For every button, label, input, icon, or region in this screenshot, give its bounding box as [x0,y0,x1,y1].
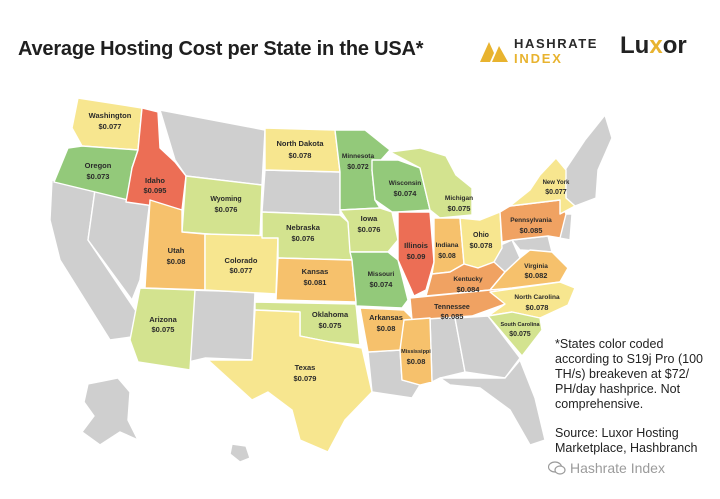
label-kentucky-name: Kentucky [453,276,483,283]
label-colorado-cost: $0.077 [230,266,253,275]
label-idaho-cost: $0.095 [144,186,167,195]
label-indiana-cost: $0.08 [438,253,456,260]
label-kentucky-cost: $0.084 [457,285,481,294]
state-illinois [397,211,435,297]
watermark-text: Hashrate Index [570,460,665,476]
state-south-carolina [487,311,543,357]
hashrate-logo-text-line1: HASHRATE [514,36,599,51]
label-texas-name: Texas [295,363,316,372]
state-south-dakota [261,169,341,216]
hashrate-index-logo: HASHRATE INDEX [480,36,598,68]
label-oklahoma-cost: $0.075 [319,321,342,330]
label-nebraska-name: Nebraska [286,223,321,232]
label-kansas-cost: $0.081 [304,278,327,287]
label-oklahoma-name: Oklahoma [312,310,349,319]
watermark: Hashrate Index [548,460,665,476]
label-michigan-cost: $0.075 [448,204,471,213]
label-oregon-name: Oregon [85,161,112,170]
label-arizona-name: Arizona [149,315,177,324]
label-virginia-cost: $0.082 [525,271,548,280]
state-new-mexico [187,289,256,363]
state-arizona [129,287,196,371]
label-minnesota-name: Minnesota [342,153,375,160]
state-idaho [125,107,187,211]
label-iowa-cost: $0.076 [358,225,381,234]
page-title: Average Hosting Cost per State in the US… [18,38,424,60]
state-new-england [564,114,613,207]
label-wyoming-cost: $0.076 [215,205,238,214]
label-arkansas-name: Arkansas [369,313,403,322]
label-north-carolina-cost: $0.078 [526,303,549,312]
label-tennessee-name: Tennessee [434,304,470,311]
label-missouri-cost: $0.074 [370,280,394,289]
label-tennessee-cost: $0.085 [441,312,464,321]
label-washington-cost: $0.077 [99,122,122,131]
footnote: *States color coded according to S19j Pr… [555,337,715,470]
state-alaska [81,377,139,446]
label-arizona-cost: $0.075 [152,325,175,334]
label-north-dakota-cost: $0.078 [289,151,312,160]
label-utah-cost: $0.08 [167,257,186,266]
label-mississippi-cost: $0.08 [407,357,426,366]
label-utah-name: Utah [168,246,185,255]
label-kansas-name: Kansas [302,267,329,276]
state-mississippi [399,317,433,386]
label-new-york-cost: $0.077 [545,189,567,196]
label-illinois-cost: $0.09 [407,252,426,261]
label-wyoming-name: Wyoming [210,196,241,203]
label-washington-name: Washington [89,111,132,120]
wechat-icon [548,461,566,475]
label-ohio-cost: $0.078 [470,241,493,250]
state-north-dakota [264,127,341,173]
label-south-carolina-cost: $0.075 [509,331,531,338]
state-virginia [489,249,569,291]
label-arkansas-cost: $0.08 [377,324,396,333]
label-wisconsin-cost: $0.074 [394,189,418,198]
label-minnesota-cost: $0.072 [347,164,369,171]
label-illinois-name: Illinois [404,241,428,250]
label-indiana-name: Indiana [436,242,459,249]
label-texas-cost: $0.079 [294,374,317,383]
state-hawaii [229,443,251,463]
source-note: Source: Luxor Hosting Marketplace, Hashb… [555,426,698,455]
state-texas [207,309,373,453]
state-ohio [459,211,503,269]
state-missouri [349,251,409,309]
state-new-york [509,157,576,215]
label-new-york-name: New York [543,180,570,186]
label-virginia-name: Virginia [524,263,548,270]
label-north-carolina-name: North Carolina [514,294,560,301]
label-pennsylvania-name: Pennsylvania [510,217,552,224]
state-iowa [339,207,399,253]
label-iowa-name: Iowa [361,214,378,223]
color-coding-note: *States color coded according to S19j Pr… [555,337,704,411]
label-idaho-name: Idaho [145,176,165,185]
label-ohio-name: Ohio [473,232,489,239]
label-michigan-name: Michigan [445,195,473,202]
label-south-carolina-name: South Carolina [500,322,540,328]
hashrate-logo-text-line2: INDEX [514,51,563,66]
label-nebraska-cost: $0.076 [292,234,315,243]
luxor-logo: Luxor [620,32,687,59]
label-mississippi-name: Mississippi [401,349,431,355]
label-missouri-name: Missouri [368,271,395,278]
state-florida [439,359,546,446]
state-michigan [389,147,473,219]
label-wisconsin-name: Wisconsin [389,180,421,187]
hashrate-logo-icon [480,42,508,62]
state-labels: Washington $0.077 Oregon $0.073 Idaho $0… [85,111,570,383]
label-oregon-cost: $0.073 [87,172,110,181]
label-colorado-name: Colorado [225,256,258,265]
label-pennsylvania-cost: $0.085 [520,226,543,235]
label-north-dakota-name: North Dakota [276,139,324,148]
